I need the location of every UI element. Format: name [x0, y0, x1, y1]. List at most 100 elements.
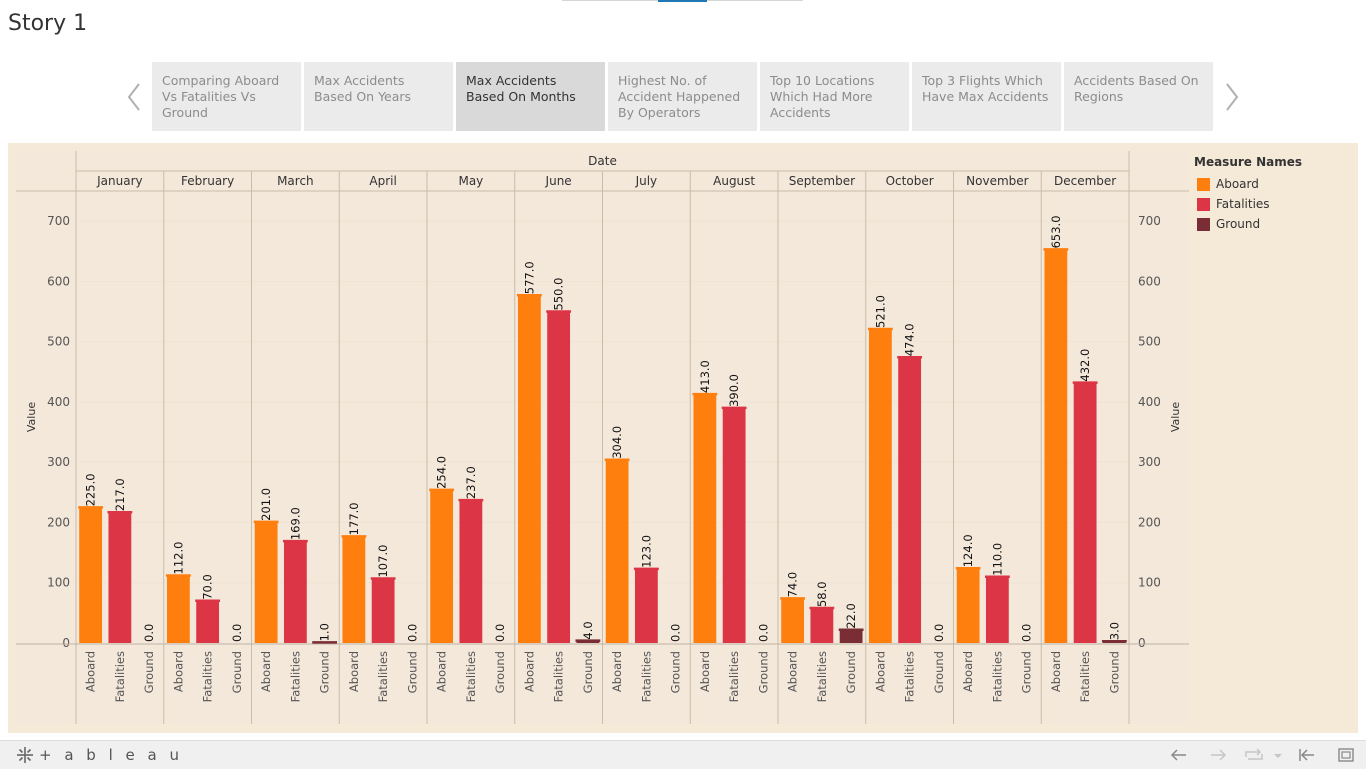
data-label: 58.0	[815, 581, 829, 607]
undo-arrow-icon[interactable]	[1170, 746, 1188, 764]
x-tick-label: Aboard	[259, 651, 273, 692]
x-tick-label: Fatalities	[903, 651, 917, 702]
x-tick-label: Ground	[932, 651, 946, 693]
data-label: 74.0	[786, 572, 800, 598]
bar-aboard	[79, 507, 103, 643]
bar-aboard	[430, 489, 454, 643]
bar-aboard	[517, 295, 541, 643]
data-label: 70.0	[201, 574, 215, 600]
x-tick-label: Aboard	[347, 651, 361, 692]
data-label: 237.0	[464, 466, 478, 499]
x-tick-label: Aboard	[171, 651, 185, 692]
chevron-left-icon[interactable]	[122, 80, 146, 114]
x-tick-label: Fatalities	[552, 651, 566, 702]
data-label: 201.0	[259, 488, 273, 521]
data-label: 112.0	[171, 542, 185, 575]
data-label: 0.0	[405, 624, 419, 642]
x-tick-label: Fatalities	[464, 651, 478, 702]
top-toolbar-strip	[562, 0, 803, 2]
data-label: 3.0	[1107, 622, 1121, 640]
bar-aboard	[166, 575, 190, 643]
story-point-operators[interactable]: Highest No. of Accident Happened By Oper…	[608, 62, 757, 131]
legend-item-fatalities[interactable]: Fatalities	[1194, 194, 1354, 214]
x-tick-label: Aboard	[610, 651, 624, 692]
data-label: 0.0	[230, 624, 244, 642]
month-header-label: July	[635, 174, 658, 188]
fullscreen-icon[interactable]	[1337, 746, 1355, 764]
y-tick-label-left: 400	[47, 395, 70, 409]
tableau-logo-icon[interactable]: + a b l e a u	[16, 745, 183, 765]
x-tick-label: Aboard	[435, 651, 449, 692]
bar-fatalities	[810, 608, 834, 643]
revert-icon[interactable]	[1243, 746, 1265, 764]
month-header-label: November	[966, 174, 1028, 188]
data-label: 0.0	[932, 624, 946, 642]
first-page-icon[interactable]	[1297, 746, 1315, 764]
logo-text: + a b l e a u	[39, 746, 183, 764]
story-point-flights[interactable]: Top 3 Flights Which Have Max Accidents	[912, 62, 1061, 131]
y-tick-label-right: 600	[1138, 274, 1161, 288]
y-tick-label-right: 100	[1138, 576, 1161, 590]
data-label: 225.0	[84, 473, 98, 506]
data-label: 474.0	[903, 323, 917, 356]
x-tick-label: Ground	[493, 651, 507, 693]
bar-aboard	[868, 328, 892, 643]
data-label: 1.0	[318, 623, 332, 641]
bar-fatalities	[283, 541, 307, 643]
y-axis-title-right: Value	[1169, 402, 1182, 432]
bar-aboard	[605, 459, 629, 643]
y-tick-label-left: 0	[62, 636, 70, 650]
bar-fatalities	[722, 407, 746, 643]
bar-aboard	[956, 568, 980, 643]
y-tick-label-left: 500	[47, 335, 70, 349]
y-tick-label-left: 100	[47, 576, 70, 590]
data-label: 432.0	[1078, 349, 1092, 382]
x-tick-label: Fatalities	[990, 651, 1004, 702]
y-tick-label-right: 400	[1138, 395, 1161, 409]
legend-title: Measure Names	[1194, 155, 1303, 169]
data-label: 177.0	[347, 502, 361, 535]
data-label: 110.0	[990, 543, 1004, 576]
bar-aboard	[781, 598, 805, 643]
story-title: Story 1	[8, 11, 88, 36]
month-header-label: September	[789, 174, 855, 188]
redo-arrow-icon[interactable]	[1209, 746, 1227, 764]
month-header-label: June	[545, 174, 572, 188]
data-label: 123.0	[639, 535, 653, 568]
data-label: 390.0	[727, 374, 741, 407]
y-tick-label-left: 700	[47, 214, 70, 228]
data-label: 217.0	[113, 478, 127, 511]
chevron-right-icon[interactable]	[1220, 80, 1244, 114]
y-tick-label-left: 300	[47, 455, 70, 469]
x-tick-label: Ground	[1107, 651, 1121, 693]
x-tick-label: Aboard	[786, 651, 800, 692]
story-point-comparing-aboard[interactable]: Comparing Aboard Vs Fatalities Vs Ground	[152, 62, 301, 131]
x-tick-label: Fatalities	[1078, 651, 1092, 702]
bar-fatalities	[898, 357, 922, 643]
dropdown-caret-icon[interactable]	[1272, 746, 1284, 764]
legend-label: Fatalities	[1216, 197, 1270, 211]
bar-fatalities	[634, 568, 658, 643]
legend: Measure Names Aboard Fatalities Ground	[1194, 155, 1354, 234]
x-tick-label: Ground	[844, 651, 858, 693]
data-label: 0.0	[669, 624, 683, 642]
x-tick-label: Fatalities	[815, 651, 829, 702]
bar-fatalities	[371, 578, 395, 643]
legend-swatch-aboard	[1197, 177, 1210, 191]
data-label: 550.0	[552, 278, 566, 311]
data-label: 254.0	[435, 456, 449, 489]
footer-toolbar: + a b l e a u	[0, 740, 1366, 769]
x-tick-label: Fatalities	[201, 651, 215, 702]
viz-panel: Date 0 0 100 100 200 200 300 300 400 400 500 500 600 6…	[8, 143, 1358, 733]
story-point-months[interactable]: Max Accidents Based On Months	[456, 62, 605, 131]
story-point-regions[interactable]: Accidents Based On Regions	[1064, 62, 1213, 131]
bar-fatalities	[108, 512, 132, 643]
story-point-locations[interactable]: Top 10 Locations Which Had More Accident…	[760, 62, 909, 131]
story-point-years[interactable]: Max Accidents Based On Years	[304, 62, 453, 131]
month-header-label: January	[96, 174, 143, 188]
bar-fatalities	[196, 600, 220, 643]
legend-item-aboard[interactable]: Aboard	[1194, 174, 1354, 194]
legend-item-ground[interactable]: Ground	[1194, 214, 1354, 234]
x-tick-label: Ground	[142, 651, 156, 693]
x-tick-label: Fatalities	[288, 651, 302, 702]
